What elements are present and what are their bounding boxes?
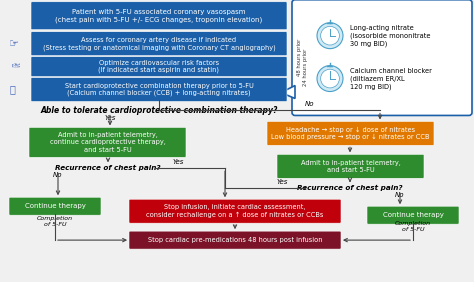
Text: Yes: Yes — [104, 115, 116, 122]
Circle shape — [317, 23, 343, 49]
Circle shape — [320, 69, 339, 88]
Text: Able to tolerate cardioprotective combination therapy?: Able to tolerate cardioprotective combin… — [40, 106, 278, 115]
FancyBboxPatch shape — [367, 206, 459, 224]
Circle shape — [317, 66, 343, 92]
Text: Admit to in-patient telemetry,
continue cardioprotective therapy,
and start 5-FU: Admit to in-patient telemetry, continue … — [50, 132, 165, 153]
FancyBboxPatch shape — [31, 2, 287, 30]
Text: Completion
of 5-FU: Completion of 5-FU — [395, 221, 431, 232]
Text: ✋: ✋ — [9, 85, 15, 94]
FancyBboxPatch shape — [129, 199, 341, 223]
Text: Stop cardiac pre-medications 48 hours post infusion: Stop cardiac pre-medications 48 hours po… — [148, 237, 322, 243]
FancyBboxPatch shape — [29, 127, 186, 157]
FancyBboxPatch shape — [31, 57, 287, 76]
Text: ☞: ☞ — [9, 39, 19, 49]
FancyBboxPatch shape — [31, 78, 287, 102]
FancyBboxPatch shape — [292, 0, 472, 115]
Text: Recurrence of chest pain?: Recurrence of chest pain? — [297, 185, 403, 191]
FancyBboxPatch shape — [277, 154, 424, 178]
Text: Headache → stop or ↓ dose of nitrates
Low blood pressure → stop or ↓ nitrates or: Headache → stop or ↓ dose of nitrates Lo… — [271, 127, 430, 140]
Circle shape — [320, 26, 339, 45]
Text: Recurrence of chest pain?: Recurrence of chest pain? — [55, 165, 161, 171]
Text: Completion
of 5-FU: Completion of 5-FU — [37, 216, 73, 226]
Polygon shape — [281, 85, 295, 98]
Text: 24 hours prior: 24 hours prior — [303, 49, 309, 86]
FancyBboxPatch shape — [31, 32, 287, 56]
Text: 48 hours prior: 48 hours prior — [298, 39, 302, 76]
Text: Calcium channel blocker
(diltiazem ER/XL
120 mg BID): Calcium channel blocker (diltiazem ER/XL… — [350, 68, 432, 90]
Text: Admit to in-patient telemetry,
and start 5-FU: Admit to in-patient telemetry, and start… — [301, 160, 401, 173]
Text: Optimize cardiovascular risk factors
(If indicated start aspirin and statin): Optimize cardiovascular risk factors (If… — [99, 60, 219, 74]
Text: Patient with 5-FU associated coronary vasospasm
(chest pain with 5-FU +/- ECG ch: Patient with 5-FU associated coronary va… — [55, 9, 263, 23]
FancyBboxPatch shape — [129, 231, 341, 249]
FancyBboxPatch shape — [267, 122, 434, 146]
Text: No: No — [53, 172, 63, 178]
Text: Yes: Yes — [173, 159, 184, 165]
FancyBboxPatch shape — [9, 197, 101, 215]
Text: Stop infusion, initiate cardiac assessment,
consider rechallenge on a ↑ dose of : Stop infusion, initiate cardiac assessme… — [146, 204, 324, 218]
Text: No: No — [305, 102, 315, 107]
Text: No: No — [395, 192, 405, 198]
Text: Long-acting nitrate
(isosorbide mononitrate
30 mg BID): Long-acting nitrate (isosorbide mononitr… — [350, 25, 430, 47]
Text: ✌: ✌ — [7, 62, 17, 71]
Text: Yes: Yes — [276, 179, 288, 185]
Text: Continue therapy: Continue therapy — [383, 212, 444, 218]
Text: Continue therapy: Continue therapy — [25, 203, 85, 209]
Text: Assess for coronary artery disease if indicated
(Stress testing or anatomical im: Assess for coronary artery disease if in… — [43, 37, 275, 50]
Text: Start cardioprotective combination therapy prior to 5-FU
(Calcium channel blocke: Start cardioprotective combination thera… — [64, 83, 254, 96]
